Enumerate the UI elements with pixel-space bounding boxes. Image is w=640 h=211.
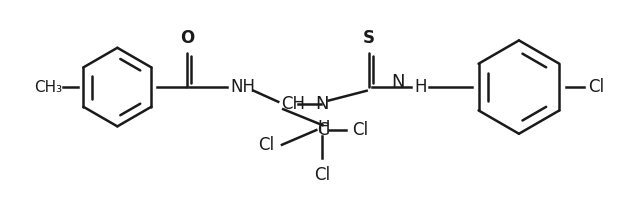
Text: H: H [415,78,427,96]
Text: C: C [317,121,328,139]
Text: CH₃: CH₃ [34,80,62,95]
Text: CH: CH [281,95,305,113]
Text: H: H [317,119,330,137]
Text: N: N [391,73,404,91]
Text: Cl: Cl [352,121,368,139]
Text: O: O [180,28,195,47]
Text: S: S [363,28,375,47]
Text: Cl: Cl [588,78,604,96]
Text: NH: NH [230,78,255,96]
Text: N: N [316,95,329,113]
Text: Cl: Cl [259,136,275,154]
Text: Cl: Cl [314,166,330,184]
